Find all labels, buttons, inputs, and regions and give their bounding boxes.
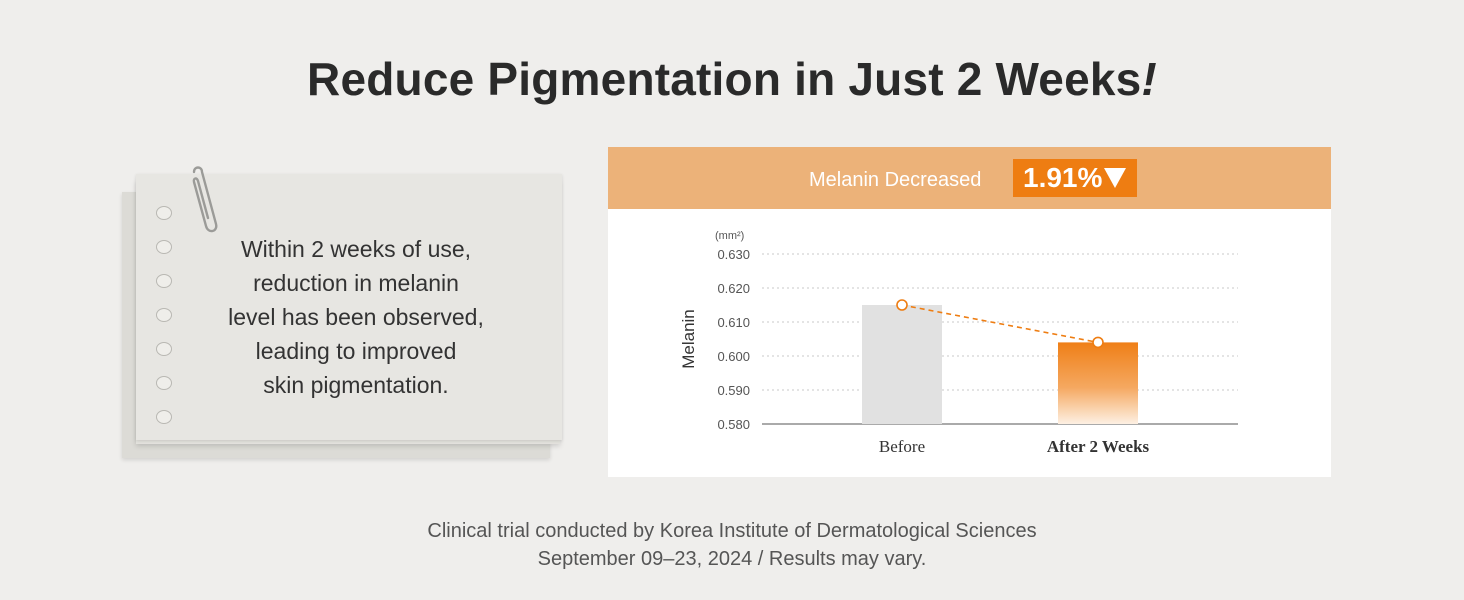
trend-point [1092, 336, 1104, 349]
melanin-chart: 0.630 0.620 0.610 0.600 0.590 0.580 (mm²) Melan… [679, 230, 1238, 456]
page-title: Reduce Pigmentation in Just 2 Weeks! [0, 52, 1464, 106]
header-label: Melanin Decreased [809, 169, 982, 191]
bar [1058, 342, 1138, 424]
y-tick-label: 0.580 [717, 417, 750, 432]
binder-hole [156, 410, 172, 424]
chart-panel: Melanin Decreased 1.91% 0.630 0.620 0.610 0… [608, 147, 1331, 477]
title-text: Reduce Pigmentation in Just 2 Weeks [307, 53, 1142, 105]
note-line: Within 2 weeks of use, [240, 236, 472, 262]
footer-line-2: September 09–23, 2024 / Results may vary… [537, 548, 927, 570]
y-tick-label: 0.590 [717, 383, 750, 398]
trend-point [896, 299, 908, 311]
down-triangle-icon [1104, 167, 1127, 188]
y-tick-label: 0.620 [717, 281, 750, 296]
note-line: leading to improved [255, 338, 457, 364]
y-unit-label: (mm²) [715, 230, 744, 242]
note-line: level has been observed, [228, 304, 484, 330]
title-exclamation: ! [1141, 53, 1157, 105]
badge-value: 1.91% [1023, 162, 1103, 193]
binder-hole [156, 342, 172, 356]
binder-hole [156, 308, 172, 322]
footer-line-1: Clinical trial conducted by Korea Instit… [427, 520, 1037, 542]
decrease-badge: 1.91% [1013, 159, 1137, 197]
binder-hole [156, 274, 172, 288]
bar [862, 305, 942, 424]
note-text: Within 2 weeks of use, reduction in mela… [196, 232, 516, 402]
trend-line [901, 304, 1099, 344]
binder-hole [156, 376, 172, 390]
y-tick-label: 0.630 [717, 247, 750, 262]
footer-note: Clinical trial conducted by Korea Instit… [0, 517, 1464, 573]
note-line: reduction in melanin [253, 270, 459, 296]
paperclip-icon [192, 166, 218, 233]
x-category-label: After 2 Weeks [1047, 437, 1150, 456]
panel-header: Melanin Decreased 1.91% [608, 147, 1331, 209]
y-tick-label: 0.610 [717, 315, 750, 330]
x-category-label: Before [879, 437, 925, 456]
note-line: skin pigmentation. [263, 372, 449, 398]
y-tick-label: 0.600 [717, 349, 750, 364]
y-axis-label: Melanin [679, 309, 698, 369]
binder-hole [156, 206, 172, 220]
binder-hole [156, 240, 172, 254]
